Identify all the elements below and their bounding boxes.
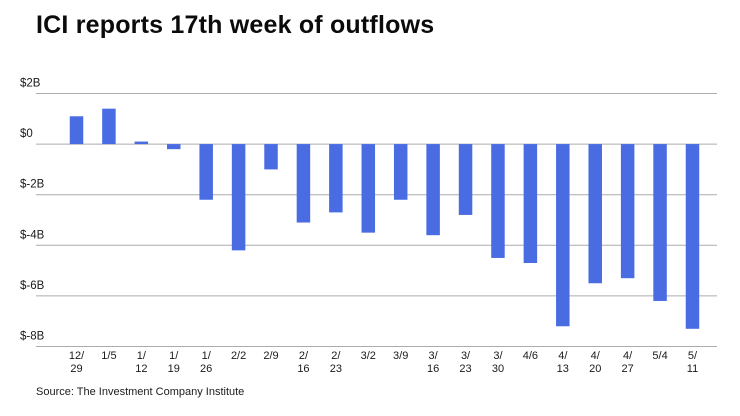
- bar: [69, 116, 84, 145]
- x-tick-label: 26: [200, 363, 212, 375]
- x-tick-label: 3/9: [393, 350, 408, 362]
- bar: [102, 108, 116, 145]
- bar: [393, 144, 408, 200]
- bar: [296, 144, 311, 223]
- x-tick-label: 30: [492, 363, 504, 375]
- y-tick-label: $2B: [20, 78, 41, 90]
- x-tick-label: 13: [557, 363, 569, 375]
- bar: [167, 144, 181, 150]
- bar: [134, 141, 149, 145]
- x-tick-label: 3/2: [361, 350, 376, 362]
- y-tick-label: $-2B: [20, 179, 45, 191]
- x-tick-label: 23: [330, 363, 342, 375]
- x-tick-label: 2/: [299, 350, 309, 362]
- x-tick-label: 16: [427, 363, 439, 375]
- x-tick-label: 2/9: [263, 350, 278, 362]
- y-tick-label: $-4B: [20, 229, 45, 241]
- bar: [426, 144, 440, 236]
- x-tick-label: 12: [135, 363, 147, 375]
- bar: [523, 144, 538, 264]
- x-tick-label: 19: [168, 363, 180, 375]
- y-tick-label: $-6B: [20, 280, 45, 292]
- source-note: Source: The Investment Company Institute: [36, 386, 245, 398]
- x-tick-label: 3/: [461, 350, 471, 362]
- x-tick-label: 4/6: [523, 350, 538, 362]
- x-tick-label: 2/2: [231, 350, 246, 362]
- x-tick-label: 4/: [591, 350, 601, 362]
- bar: [458, 144, 473, 215]
- x-tick-label: 5/4: [652, 350, 667, 362]
- x-tick-label: 3/: [493, 350, 503, 362]
- y-tick-label: $-8B: [20, 331, 45, 343]
- chart-title: ICI reports 17th week of outflows: [36, 11, 435, 39]
- x-tick-label: 4/: [623, 350, 633, 362]
- x-tick-label: 11: [687, 363, 698, 375]
- x-tick-label: 27: [622, 363, 634, 375]
- bar: [620, 144, 635, 279]
- bar: [329, 144, 343, 213]
- x-tick-label: 5/: [688, 350, 698, 362]
- bar: [491, 144, 505, 258]
- x-tick-label: 1/: [202, 350, 212, 362]
- x-tick-label: 16: [297, 363, 309, 375]
- bar: [199, 144, 213, 200]
- bar: [556, 144, 570, 327]
- x-tick-label: 2/: [331, 350, 341, 362]
- bar: [653, 144, 667, 301]
- x-tick-label: 1/: [169, 350, 179, 362]
- bar: [264, 144, 278, 170]
- bar: [361, 144, 376, 233]
- x-tick-label: 29: [70, 363, 82, 375]
- x-tick-label: 12/: [69, 350, 85, 362]
- x-tick-label: 23: [459, 363, 471, 375]
- x-tick-label: 1/: [137, 350, 147, 362]
- x-tick-label: 20: [589, 363, 601, 375]
- x-tick-label: 3/: [429, 350, 439, 362]
- x-tick-label: 1/5: [101, 350, 116, 362]
- bar: [685, 144, 700, 329]
- bar: [231, 144, 246, 251]
- x-tick-label: 4/: [558, 350, 568, 362]
- bar: [588, 144, 602, 284]
- y-tick-label: $0: [20, 128, 33, 140]
